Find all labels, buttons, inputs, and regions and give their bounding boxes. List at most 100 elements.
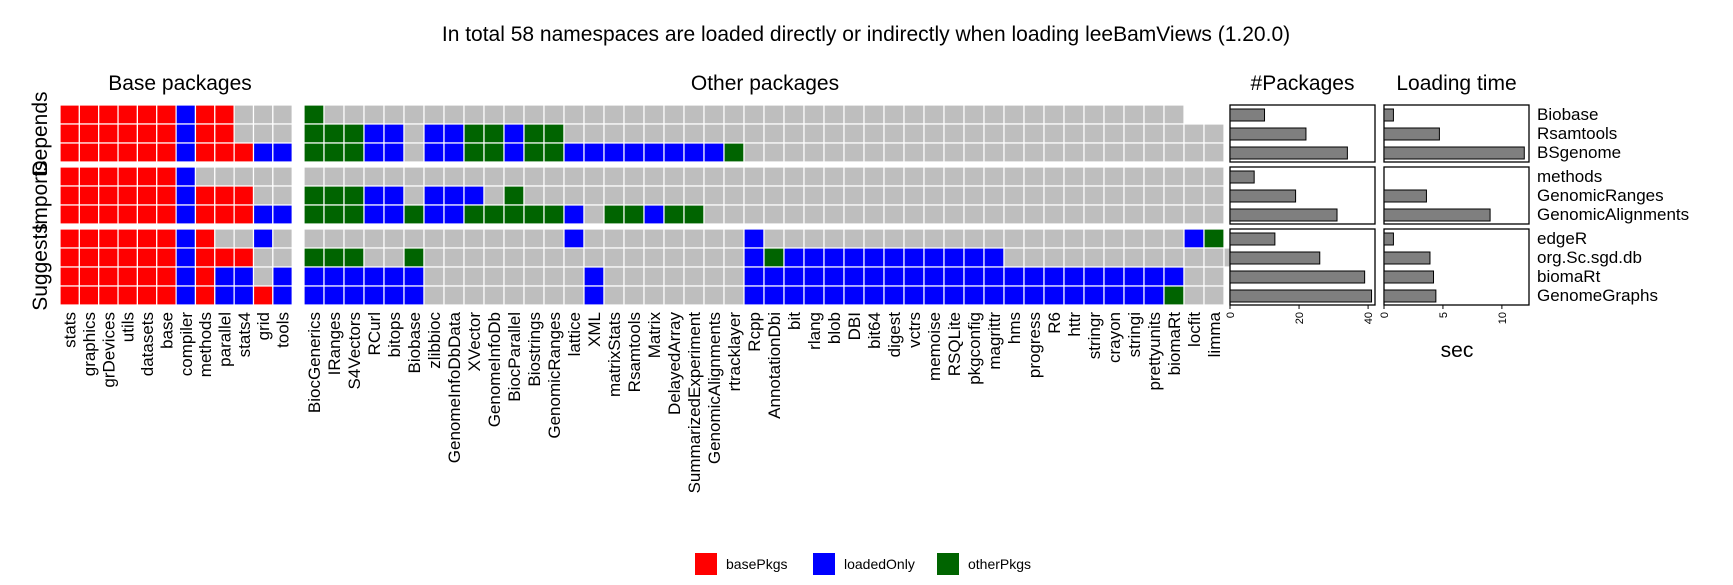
other-column-label: Rsamtools [625, 312, 644, 392]
cell-BSgenome-RCurl [363, 142, 385, 163]
cell-Rsamtools-IRanges [323, 123, 345, 144]
cell-biomaRt-digest [883, 266, 905, 287]
other-column-label: R6 [1045, 312, 1064, 334]
cell-biomaRt-DBI [843, 266, 865, 287]
cell-methods-RCurl [363, 166, 385, 187]
count-bar-Rsamtools [1229, 127, 1307, 141]
other-column-label: httr [1065, 312, 1084, 337]
time-bar-GenomeGraphs [1383, 289, 1437, 303]
cell-org.Sc.sgd.db-Matrix [643, 247, 665, 268]
cell-GenomicAlignments-Biobase [403, 204, 425, 225]
cell-Rsamtools-grid [252, 123, 274, 144]
other-column-label: progress [1025, 312, 1044, 378]
cell-GenomicRanges-compiler [175, 185, 197, 206]
cell-biomaRt-magrittr [983, 266, 1005, 287]
cell-GenomeGraphs-rtracklayer [723, 285, 745, 306]
cell-Rsamtools-datasets [136, 123, 158, 144]
cell-edgeR-memoise [923, 228, 945, 249]
count-bar-GenomicRanges [1229, 189, 1297, 203]
cell-BSgenome-matrixStats [603, 142, 625, 163]
cell-GenomicRanges-crayon [1103, 185, 1125, 206]
time-bar-BSgenome [1383, 146, 1525, 160]
cell-BSgenome-GenomeInfoDb [483, 142, 505, 163]
cell-GenomeGraphs-bitops [383, 285, 405, 306]
other-column-label: rlang [805, 312, 824, 350]
cell-edgeR-S4Vectors [343, 228, 365, 249]
cell-methods-progress [1023, 166, 1045, 187]
cell-GenomicAlignments-SummarizedExperiment [683, 204, 705, 225]
cell-GenomicAlignments-parallel [214, 204, 235, 225]
cell-biomaRt-RSQLite [943, 266, 965, 287]
cell-GenomicAlignments-graphics [78, 204, 100, 225]
cell-Rsamtools-R6 [1043, 123, 1065, 144]
cell-Biobase-parallel [214, 104, 235, 125]
cell-Rsamtools-stats [59, 123, 80, 144]
cell-BSgenome-graphics [78, 142, 100, 163]
other-column-label: XVector [465, 312, 484, 372]
cell-edgeR-Rcpp [743, 228, 765, 249]
cell-Rsamtools-GenomeInfoDb [483, 123, 505, 144]
cell-GenomicAlignments-GenomicRanges [543, 204, 565, 225]
cell-GenomicRanges-Biobase [403, 185, 425, 206]
cell-Biobase-bit64 [863, 104, 885, 125]
cell-biomaRt-Rcpp [743, 266, 765, 287]
cell-methods-base [156, 166, 177, 187]
cell-Rsamtools-stringr [1083, 123, 1105, 144]
cell-Rsamtools-BiocGenerics [303, 123, 325, 144]
cell-BSgenome-rlang [803, 142, 825, 163]
cell-Rsamtools-pkgconfig [963, 123, 985, 144]
cell-GenomicAlignments-lattice [563, 204, 585, 225]
cell-GenomicAlignments-Rcpp [743, 204, 765, 225]
cell-org.Sc.sgd.db-bit [783, 247, 805, 268]
cell-methods-locfit [1183, 166, 1205, 187]
cell-methods-IRanges [323, 166, 345, 187]
cell-edgeR-bit64 [863, 228, 885, 249]
cell-GenomicRanges-GenomeInfoDbData [443, 185, 465, 206]
cell-biomaRt-XVector [463, 266, 485, 287]
cell-GenomicAlignments-memoise [923, 204, 945, 225]
cell-org.Sc.sgd.db-GenomeInfoDbData [443, 247, 465, 268]
base-column-label: datasets [138, 312, 157, 376]
cell-biomaRt-biomaRt [1163, 266, 1185, 287]
cell-methods-DelayedArray [663, 166, 685, 187]
cell-biomaRt-datasets [136, 266, 158, 287]
cell-biomaRt-prettyunits [1143, 266, 1165, 287]
cell-org.Sc.sgd.db-bitops [383, 247, 405, 268]
base-column-label: base [157, 312, 176, 349]
cell-Biobase-progress [1023, 104, 1045, 125]
time-bar-Rsamtools [1383, 127, 1440, 141]
cell-edgeR-progress [1023, 228, 1045, 249]
cell-GenomicAlignments-rlang [803, 204, 825, 225]
base-column-label: grDevices [99, 312, 118, 388]
cell-BSgenome-methods [194, 142, 216, 163]
cell-BSgenome-GenomicAlignments [703, 142, 725, 163]
cell-methods-AnnotationDbi [763, 166, 785, 187]
cell-biomaRt-graphics [78, 266, 100, 287]
cell-Biobase-R6 [1043, 104, 1065, 125]
cell-GenomeGraphs-hms [1003, 285, 1025, 306]
cell-BSgenome-digest [883, 142, 905, 163]
cell-methods-GenomicRanges [543, 166, 565, 187]
cell-GenomeGraphs-tools [272, 285, 293, 306]
cell-Biobase-rlang [803, 104, 825, 125]
cell-methods-matrixStats [603, 166, 625, 187]
other-column-label: bit [785, 312, 804, 330]
cell-edgeR-compiler [175, 228, 197, 249]
cell-GenomicAlignments-compiler [175, 204, 197, 225]
cell-GenomicAlignments-datasets [136, 204, 158, 225]
cell-Rsamtools-stats4 [233, 123, 255, 144]
cell-biomaRt-methods [194, 266, 216, 287]
cell-biomaRt-tools [272, 266, 293, 287]
cell-GenomeGraphs-httr [1063, 285, 1085, 306]
cell-org.Sc.sgd.db-hms [1003, 247, 1025, 268]
other-column-label: Biobase [405, 312, 424, 373]
cell-edgeR-Biobase [403, 228, 425, 249]
other-column-label: zlibbioc [425, 312, 444, 369]
cell-methods-tools [272, 166, 293, 187]
cell-org.Sc.sgd.db-vctrs [903, 247, 925, 268]
cell-biomaRt-crayon [1103, 266, 1125, 287]
cell-GenomeGraphs-digest [883, 285, 905, 306]
cell-GenomeGraphs-BiocGenerics [303, 285, 325, 306]
cell-edgeR-XVector [463, 228, 485, 249]
cell-Rsamtools-vctrs [903, 123, 925, 144]
